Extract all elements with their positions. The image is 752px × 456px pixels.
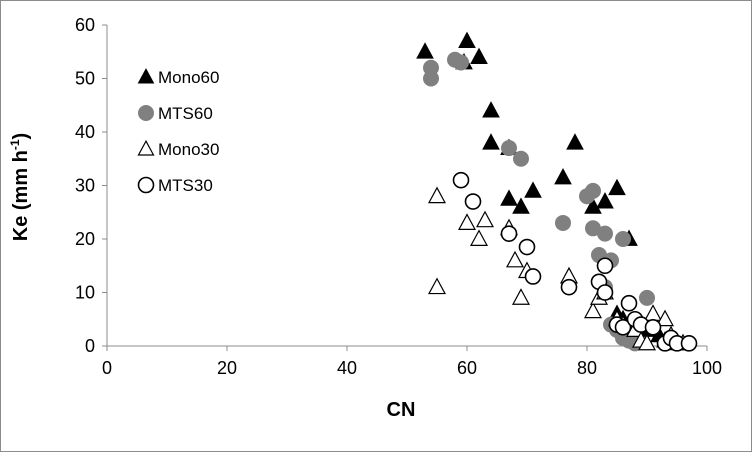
series-mts60 xyxy=(423,51,655,352)
data-point xyxy=(427,186,447,204)
legend-label-mts60: MTS60 xyxy=(158,104,213,123)
data-point xyxy=(500,189,518,206)
y-tick-label: 40 xyxy=(75,122,95,142)
data-point xyxy=(457,213,477,230)
y-axis-title-sup: -1 xyxy=(8,139,22,150)
y-axis-title: Ke (mm h-1) xyxy=(8,133,32,241)
axes xyxy=(102,24,708,351)
x-tick-label: 20 xyxy=(217,358,237,378)
data-point xyxy=(427,277,447,295)
legend-marker-mono60 xyxy=(137,68,155,84)
data-point xyxy=(464,193,482,210)
y-tick-label: 10 xyxy=(75,283,95,303)
legend-label-mono60: Mono60 xyxy=(158,68,219,87)
data-point xyxy=(637,333,657,351)
data-point xyxy=(453,54,469,71)
y-tick-label: 20 xyxy=(75,229,95,249)
data-point xyxy=(512,197,530,214)
series-mts30 xyxy=(452,171,698,352)
data-point xyxy=(458,31,476,48)
x-tick-label: 60 xyxy=(457,358,477,378)
data-point xyxy=(554,168,572,185)
data-point xyxy=(423,70,439,87)
data-point xyxy=(524,268,542,285)
tick-labels: 0 20 40 60 80 100 0 10 20 30 40 50 60 xyxy=(75,15,722,378)
data-points xyxy=(416,31,698,352)
data-point xyxy=(475,210,495,228)
data-point xyxy=(555,214,571,231)
legend-label-mts30: MTS30 xyxy=(158,176,213,195)
data-point xyxy=(511,288,531,305)
data-point xyxy=(518,238,536,256)
data-point xyxy=(643,304,663,321)
data-point xyxy=(639,289,655,306)
x-tick-label: 40 xyxy=(337,358,357,378)
data-point xyxy=(596,192,614,209)
x-axis-title: CN xyxy=(387,399,416,421)
data-point xyxy=(524,181,542,198)
data-point xyxy=(680,335,698,352)
data-point xyxy=(655,309,675,327)
data-point xyxy=(500,225,518,242)
legend-marker-mts60 xyxy=(138,105,154,121)
y-tick-label: 60 xyxy=(75,15,95,35)
legend-marker-mono30 xyxy=(137,139,155,156)
data-point xyxy=(560,278,578,296)
legend-label-mono30: Mono30 xyxy=(158,140,219,159)
legend-marker-mts30 xyxy=(137,176,155,194)
y-axis-title-main: Ke (mm h xyxy=(10,150,32,241)
data-point xyxy=(566,133,584,150)
data-point xyxy=(597,225,613,242)
data-point xyxy=(470,47,488,64)
data-point xyxy=(452,171,470,189)
data-point xyxy=(614,318,632,336)
data-point xyxy=(501,140,517,157)
y-axis-title-close: ) xyxy=(10,133,32,140)
data-point xyxy=(596,257,614,275)
data-point xyxy=(615,231,631,247)
data-point xyxy=(469,229,489,246)
data-point xyxy=(584,197,602,214)
x-tick-label: 0 xyxy=(102,358,112,378)
data-point xyxy=(608,178,626,196)
data-point xyxy=(620,294,638,312)
data-point xyxy=(482,133,500,150)
legend: Mono60 MTS60 Mono30 MTS30 xyxy=(137,68,219,195)
data-point xyxy=(583,301,603,319)
data-point xyxy=(596,284,614,301)
data-point xyxy=(644,318,662,336)
x-tick-label: 100 xyxy=(692,358,722,378)
y-tick-label: 30 xyxy=(75,176,95,196)
y-tick-label: 0 xyxy=(85,336,95,356)
data-point xyxy=(482,101,500,118)
data-point xyxy=(513,150,529,167)
data-point xyxy=(585,182,601,199)
x-tick-label: 80 xyxy=(577,358,597,378)
y-tick-label: 50 xyxy=(75,69,95,89)
data-point xyxy=(416,42,434,59)
data-point xyxy=(505,250,525,268)
